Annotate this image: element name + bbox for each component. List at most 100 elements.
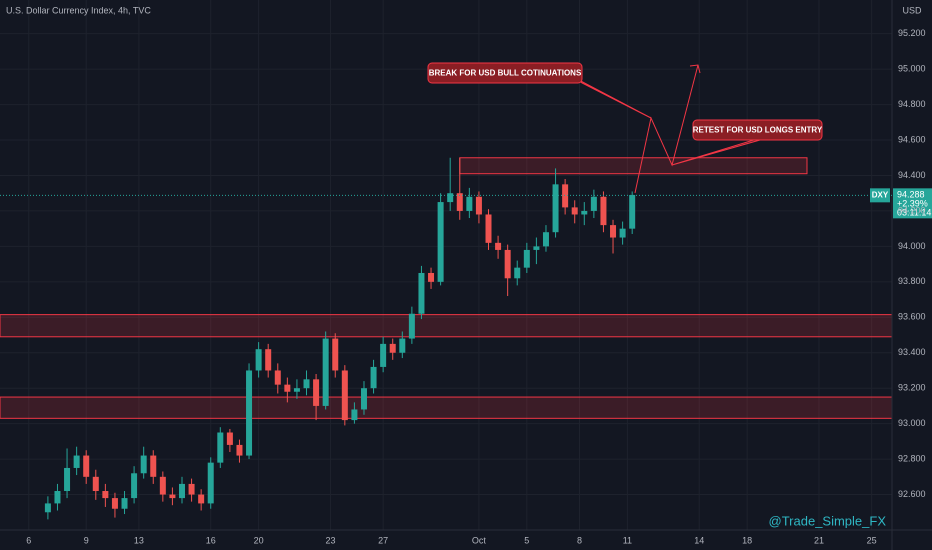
y-tick-label: 95.200 xyxy=(898,28,926,38)
candle-body xyxy=(408,313,415,339)
x-tick-label: 18 xyxy=(742,535,752,545)
countdown: 03:11:14 xyxy=(897,208,931,218)
candle-body xyxy=(313,379,320,406)
candle-body xyxy=(514,267,521,279)
x-tick-label: 5 xyxy=(524,535,529,545)
candle-body xyxy=(581,210,588,215)
candle-body xyxy=(54,491,61,504)
grid xyxy=(0,0,892,530)
currency: USD xyxy=(902,5,922,15)
candle-body xyxy=(437,202,444,282)
candle-body xyxy=(428,272,435,282)
y-tick-label: 93.200 xyxy=(898,383,926,393)
y-tick-label: 92.600 xyxy=(898,489,926,499)
candle-body xyxy=(332,338,339,371)
candle-body xyxy=(475,196,482,215)
candle-body xyxy=(207,462,214,504)
candle-body xyxy=(102,491,109,499)
candle-body xyxy=(610,225,617,238)
overlay: DXY 94.288+2.39%03:11:14 xyxy=(0,188,932,219)
symbol-tag xyxy=(870,188,890,203)
candle-body xyxy=(600,196,607,226)
candle-body xyxy=(265,349,272,371)
candle-body xyxy=(111,498,118,509)
candle-body xyxy=(322,338,329,406)
candle-body xyxy=(380,343,387,367)
candle-body xyxy=(217,432,224,463)
candle-body xyxy=(73,455,80,468)
y-tick-label: 94.600 xyxy=(898,134,926,144)
last-price: 94.288 xyxy=(897,190,925,200)
x-tick-label: 16 xyxy=(206,535,216,545)
x-tick-label: 14 xyxy=(694,535,704,545)
x-tick-label: 6 xyxy=(26,535,31,545)
x-tick-label: 11 xyxy=(623,535,632,545)
candle-body xyxy=(590,196,597,211)
candle-body xyxy=(418,272,425,314)
candle-body xyxy=(121,498,128,509)
zone xyxy=(459,157,808,175)
chart-title: U.S. Dollar Currency Index, 4h, TVC xyxy=(6,5,151,15)
y-tick-label: 93.000 xyxy=(898,418,926,428)
candle-body xyxy=(64,467,71,492)
watermark: @Trade_Simple_FX xyxy=(769,513,887,528)
candles xyxy=(44,157,636,520)
symbol: DXY xyxy=(872,190,889,199)
candle-body xyxy=(226,432,233,445)
candle-body xyxy=(523,249,530,268)
candle-body xyxy=(341,370,348,421)
y-tick-label: 94.200 xyxy=(898,205,926,215)
annotation-box xyxy=(427,62,583,84)
candle-body xyxy=(169,494,176,499)
candle-body xyxy=(485,214,492,243)
candle-body xyxy=(456,193,463,211)
zone xyxy=(0,314,893,338)
zone xyxy=(0,396,893,419)
candle-body xyxy=(351,409,358,421)
candle-body xyxy=(399,338,406,353)
candle-body xyxy=(360,388,367,410)
candle-body xyxy=(571,207,578,215)
candle-body xyxy=(178,483,185,499)
x-tick-label: 8 xyxy=(577,535,582,545)
x-tick-label: 25 xyxy=(867,535,877,545)
candle-body xyxy=(303,379,310,389)
candle-body xyxy=(246,370,253,456)
y-tick-label: 92.800 xyxy=(898,453,926,463)
price-tag xyxy=(893,188,932,219)
y-tick-label: 94.400 xyxy=(898,170,926,180)
candle-body xyxy=(198,494,205,504)
candle-body xyxy=(44,503,51,513)
candle-body xyxy=(92,476,99,492)
candle-body xyxy=(542,232,549,247)
y-tick-label: 95.000 xyxy=(898,64,926,74)
x-tick-label: 9 xyxy=(84,535,89,545)
candle-body xyxy=(236,444,243,456)
y-tick-label: 94.000 xyxy=(898,241,926,251)
candle-body xyxy=(159,476,166,495)
x-tick-label: Oct xyxy=(472,535,487,545)
candle-body xyxy=(619,228,626,238)
change: +2.39% xyxy=(897,199,928,209)
x-tick-label: 21 xyxy=(814,535,824,545)
candle-body xyxy=(293,388,300,392)
annotation-box xyxy=(692,119,823,141)
annotation-text: RETEST FOR USD LONGS ENTRY xyxy=(693,126,823,135)
candle-body xyxy=(552,184,559,233)
candle-body xyxy=(629,194,636,229)
candle-body xyxy=(504,249,511,279)
y-tick-label: 93.600 xyxy=(898,312,926,322)
candle-body xyxy=(533,246,540,250)
candle-body xyxy=(255,349,262,371)
candle-body xyxy=(284,384,291,392)
x-tick-label: 27 xyxy=(378,535,388,545)
y-tick-label: 94.800 xyxy=(898,99,926,109)
candle-body xyxy=(495,242,502,250)
candle-body xyxy=(188,483,195,495)
annotation-text: BREAK FOR USD BULL COTINUATIONS xyxy=(429,69,582,78)
candle-body xyxy=(466,196,473,211)
candle-body xyxy=(389,343,396,353)
candle-body xyxy=(140,455,147,474)
